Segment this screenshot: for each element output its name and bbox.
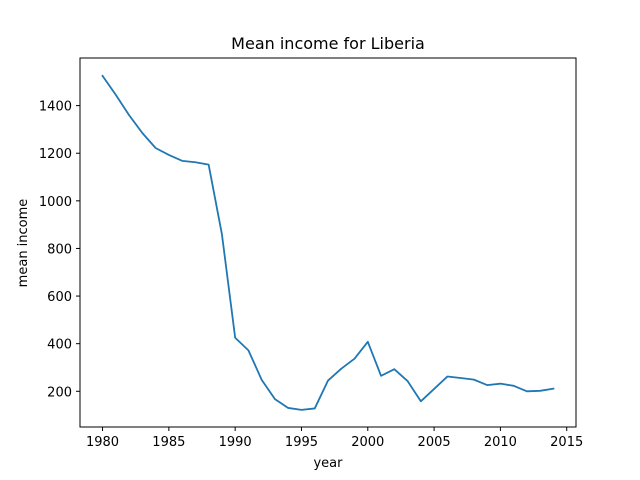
x-tick-label: 2000 — [351, 435, 384, 450]
y-tick-label: 400 — [47, 338, 72, 353]
x-tick-label: 2005 — [418, 435, 451, 450]
x-tick-label: 1985 — [152, 435, 185, 450]
y-tick-label: 200 — [47, 385, 72, 400]
y-tick-label: 1200 — [39, 147, 72, 162]
y-tick-label: 1400 — [39, 100, 72, 115]
x-tick-label: 2015 — [550, 435, 583, 450]
series-line — [101, 74, 555, 411]
x-axis-label: year — [313, 456, 343, 471]
chart-title: Mean income for Liberia — [231, 34, 425, 53]
plot-area — [101, 74, 555, 411]
plot-frame — [79, 57, 577, 428]
y-tick-label: 1000 — [39, 195, 72, 210]
y-axis: 200 400 600 800 1000 1200 1400 — [39, 100, 80, 400]
x-tick-label: 1980 — [86, 435, 119, 450]
x-tick-label: 2010 — [484, 435, 517, 450]
y-axis-label: mean income — [16, 199, 31, 288]
x-tick-label: 1995 — [285, 435, 318, 450]
x-axis: 1980 1985 1990 1995 2000 2005 2010 2015 — [86, 427, 583, 450]
y-tick-label: 800 — [47, 242, 72, 257]
y-tick-label: 600 — [47, 290, 72, 305]
x-tick-label: 1990 — [219, 435, 252, 450]
